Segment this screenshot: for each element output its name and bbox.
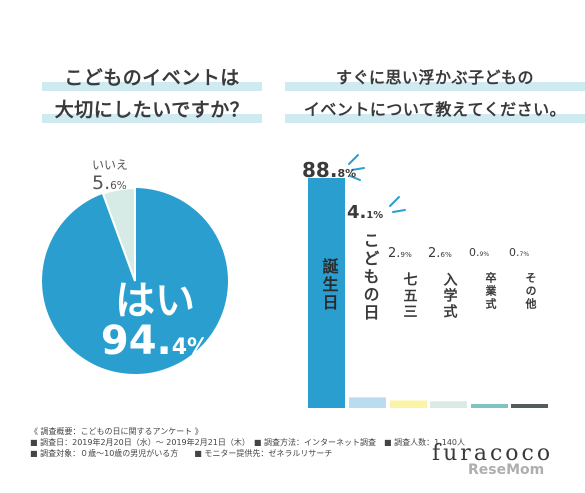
brand-logo: furacoco — [432, 441, 554, 466]
bar-category-label-3: 入学式 — [441, 272, 458, 320]
sparkle-stroke-3 — [389, 196, 400, 207]
bar-value-label-0: 88.8% — [302, 158, 357, 182]
bar-category-label-1: こどもの日 — [360, 232, 380, 322]
sparkle-stroke-1 — [351, 167, 365, 171]
bar-0 — [308, 178, 345, 408]
bar-value-label-2: 2.9% — [388, 246, 412, 261]
question-title-right: すぐに思い浮かぶ子どもの イベントについて教えてください。 — [285, 62, 585, 126]
question-right-line-1: すぐに思い浮かぶ子どもの — [335, 68, 534, 87]
sparkle-stroke-2 — [349, 175, 361, 181]
pie-label-yes: はい — [115, 278, 195, 324]
bar-2 — [390, 400, 427, 408]
question-left-line-1: こどものイベントは — [64, 67, 240, 89]
bar-value-label-5: 0.7% — [509, 246, 530, 259]
pie-slice-no — [101, 186, 136, 282]
bar-value-label-3: 2.6% — [428, 246, 452, 261]
bar-category-label-2: 七五三 — [401, 272, 418, 320]
bar-category-label-4: 卒業式 — [484, 272, 497, 311]
bar-1 — [349, 397, 386, 408]
bar-4 — [471, 404, 508, 408]
sparkle-stroke-0 — [348, 154, 359, 165]
bar-value-label-4: 0.9% — [469, 246, 490, 259]
bar-value-label-1: 4.1% — [347, 202, 384, 223]
survey-footer: 《 調査概要：こどもの日に関するアンケート 》 ■ 調査日：2019年2月20日… — [30, 426, 465, 459]
pie-value-yes: 94.4% — [100, 318, 210, 364]
pie-label-no: いいえ — [92, 158, 129, 172]
question-left-line-2: 大切にしたいですか？ — [54, 99, 250, 121]
footer-line-3: ■ 調査対象：０歳～10歳の男児がいる方 ■ モニター提供先：ゼネラルリサーチ — [30, 449, 333, 458]
watermark: ReseMom — [468, 462, 545, 478]
question-right-line-2: イベントについて教えてください。 — [303, 100, 567, 119]
footer-line-1: 《 調査概要：こどもの日に関するアンケート 》 — [30, 427, 203, 436]
bar-5 — [511, 404, 548, 408]
bar-category-label-5: その他 — [524, 272, 537, 311]
question-title-left: こどものイベントは 大切にしたいですか？ — [42, 62, 262, 126]
pie-value-no: 5.6% — [92, 172, 127, 194]
bar-3 — [430, 401, 467, 408]
footer-line-2: ■ 調査日：2019年2月20日（水）～ 2019年2月21日（木） ■ 調査方… — [30, 438, 466, 447]
pie-chart — [42, 186, 229, 374]
bar-category-label-0: 誕生日 — [319, 258, 339, 312]
sparkle-stroke-4 — [392, 209, 406, 213]
